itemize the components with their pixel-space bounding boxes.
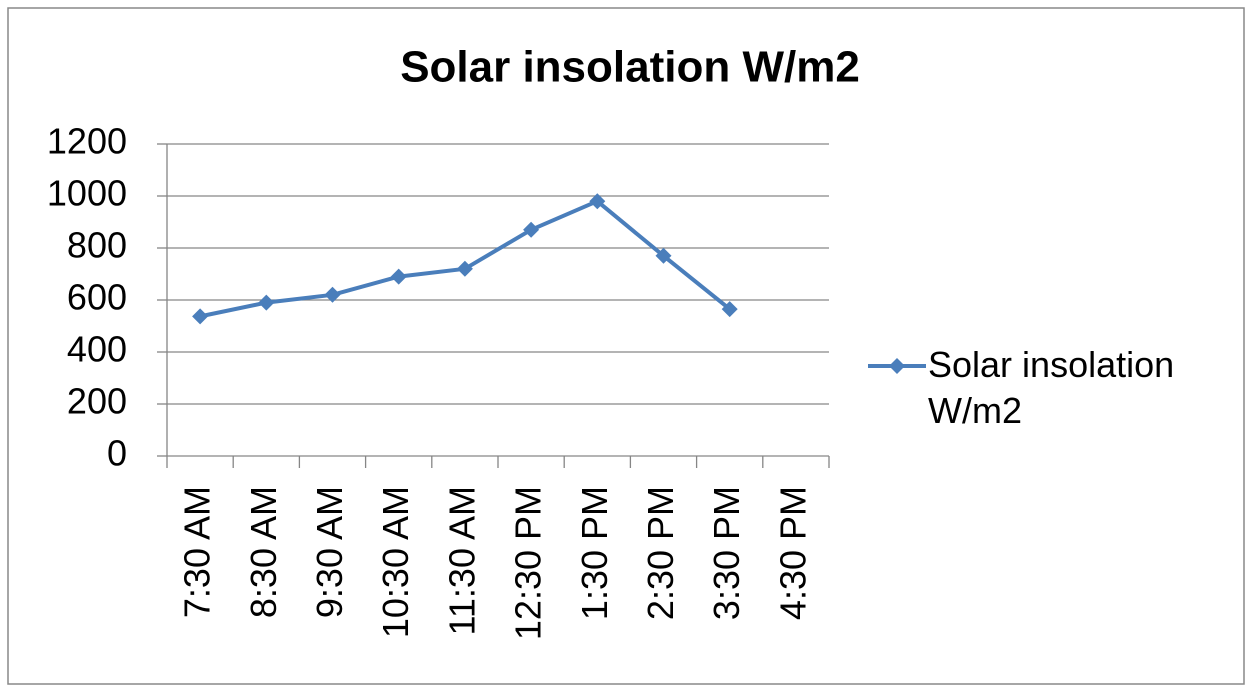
x-tick-label: 10:30 AM — [375, 486, 416, 638]
data-point — [655, 247, 672, 264]
x-tick-label: 12:30 PM — [508, 486, 549, 640]
y-tick-label: 1000 — [47, 173, 127, 214]
data-point — [589, 193, 606, 210]
data-point — [258, 294, 275, 311]
x-tick-label: 7:30 AM — [177, 486, 218, 618]
data-point — [523, 221, 540, 238]
x-tick-label: 4:30 PM — [772, 486, 813, 620]
chart-border — [7, 7, 1245, 685]
y-tick-label: 800 — [67, 225, 127, 266]
chart-title: Solar insolation W/m2 — [400, 43, 860, 92]
data-point — [721, 301, 738, 318]
x-tick-label: 8:30 AM — [243, 486, 284, 618]
y-tick-label: 200 — [67, 381, 127, 422]
data-point — [390, 268, 407, 285]
x-tick-label: 1:30 PM — [574, 486, 615, 620]
x-tick-label: 11:30 AM — [441, 486, 482, 635]
x-tick-label: 3:30 PM — [706, 486, 747, 620]
x-tick-label: 2:30 PM — [640, 486, 681, 620]
data-point — [324, 286, 341, 303]
y-tick-label: 0 — [107, 433, 127, 474]
y-tick-label: 400 — [67, 329, 127, 370]
y-tick-label: 1200 — [47, 121, 127, 162]
x-tick-label: 9:30 AM — [309, 486, 350, 618]
data-point — [192, 308, 209, 325]
y-tick-label: 600 — [67, 277, 127, 318]
data-point — [456, 260, 473, 277]
legend-label: Solar insolation W/m2 — [928, 344, 1175, 431]
legend-marker — [889, 358, 905, 374]
